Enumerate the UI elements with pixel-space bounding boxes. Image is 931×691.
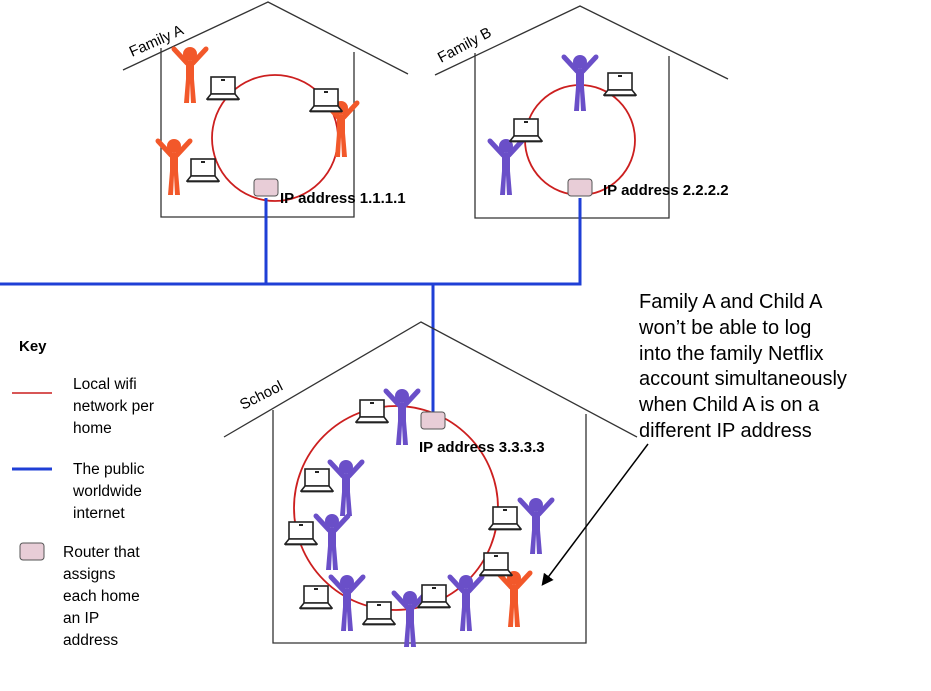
key-legend: Key Local wifi network per home The publ… (12, 338, 154, 649)
key-label-line: each home (63, 588, 140, 605)
house-label-family-b: Family B (435, 24, 494, 66)
person-icon (564, 55, 596, 111)
laptop-icon (488, 506, 522, 531)
person-icon (330, 460, 362, 516)
key-label-line: worldwide (72, 483, 142, 500)
house-family-a: Family A IP address 1.1.1.1 (122, 1, 409, 218)
person-icon (490, 139, 522, 195)
laptop-icon (355, 399, 389, 424)
person-icon-child-a (498, 571, 530, 627)
key-title: Key (19, 338, 47, 355)
house-walls (474, 53, 670, 219)
annotation-line: into the family Netflix (639, 343, 824, 365)
laptop-icon (186, 158, 220, 183)
ip-address-label-family-b: IP address 2.2.2.2 (603, 182, 729, 199)
internet-line (266, 198, 582, 286)
house-family-b: Family B IP address 2.2.2.2 (434, 5, 729, 219)
laptop-icon (417, 584, 451, 609)
key-label-line: The public (73, 461, 145, 478)
house-roof (434, 5, 729, 80)
house-roof (223, 321, 638, 438)
key-label-line: network per (73, 398, 154, 415)
person-icon (450, 575, 482, 631)
house-roof (122, 1, 409, 75)
laptop-icon (284, 521, 318, 546)
house-label-school: School (237, 378, 286, 414)
person-icon (158, 139, 190, 195)
house-walls (160, 48, 355, 218)
annotation-line: won’t be able to log (638, 317, 811, 339)
laptop-icon (206, 76, 240, 101)
house-school: School IP address 3.3.3.3 (223, 321, 638, 647)
person-icon (316, 514, 348, 570)
annotation-line: when Child A is on a (638, 394, 820, 416)
key-label-line: address (63, 632, 118, 649)
key-label-line: internet (73, 505, 125, 522)
laptop-icon (603, 72, 637, 97)
annotation: Family A and Child A won’t be able to lo… (541, 291, 847, 586)
router-icon (567, 178, 593, 197)
internet-line (0, 198, 268, 286)
router-icon (420, 411, 446, 430)
person-icon (386, 389, 418, 445)
house-walls (272, 410, 587, 644)
laptop-icon (299, 585, 333, 610)
ip-address-label-family-a: IP address 1.1.1.1 (280, 190, 406, 207)
ip-address-label-school: IP address 3.3.3.3 (419, 439, 545, 456)
key-label-line: Router that (63, 544, 140, 561)
annotation-line: Family A and Child A (639, 291, 823, 313)
key-label-line: assigns (63, 566, 116, 583)
annotation-line: different IP address (639, 420, 812, 442)
router-icon (253, 178, 279, 197)
key-symbol-router (19, 542, 45, 561)
key-label-line: Local wifi (73, 376, 137, 393)
person-icon (520, 498, 552, 554)
laptop-icon (509, 118, 543, 143)
person-icon (174, 47, 206, 103)
laptop-icon (309, 88, 343, 113)
laptop-icon (300, 468, 334, 493)
laptop-icon (362, 601, 396, 626)
key-label-line: home (73, 420, 112, 437)
public-internet (0, 198, 582, 416)
key-label-line: an IP (63, 610, 99, 627)
laptop-icon (479, 552, 513, 577)
arrow-icon (541, 443, 649, 586)
annotation-line: account simultaneously (639, 368, 847, 390)
